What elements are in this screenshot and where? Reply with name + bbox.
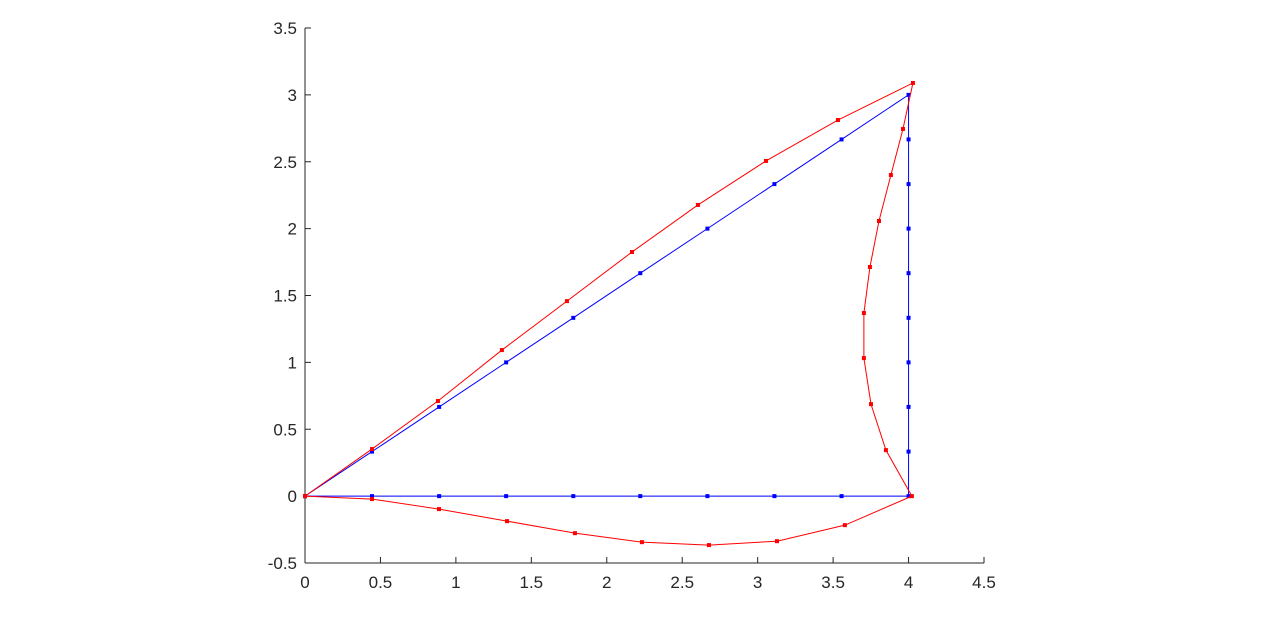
series-1-point: [639, 540, 644, 545]
series-0-point: [906, 494, 911, 499]
series-line-0: [304, 93, 910, 497]
series-0-point: [638, 271, 643, 276]
y-tick-label: 0.5: [273, 420, 297, 439]
axes: 0 0.5 1 1.5 2 2.5 3 3.5 4 4.5-0.500.511.522.533.5: [268, 19, 996, 592]
series-1-point: [499, 348, 504, 353]
series-0-point: [906, 315, 911, 320]
series-1-point: [369, 497, 374, 502]
y-tick-label: 1: [288, 353, 297, 372]
series-0-point: [705, 494, 710, 499]
x-tick-label: 3.5: [821, 573, 845, 592]
x-tick-label: 2.5: [670, 573, 694, 592]
x-tick-label: 0: [300, 573, 309, 592]
x-tick-label: 0.5: [369, 573, 393, 592]
series-1-point: [564, 299, 569, 304]
series-1-point: [505, 519, 510, 524]
series-1-point: [910, 80, 915, 85]
y-tick-label: 1.5: [273, 287, 297, 306]
series-1-point: [876, 219, 881, 224]
x-tick-label: 3: [753, 573, 762, 592]
series-1-point: [861, 356, 866, 361]
series-0-point: [906, 182, 911, 187]
series-0-point: [772, 182, 777, 187]
series-0-point: [369, 494, 374, 499]
y-tick-label: 3: [288, 86, 297, 105]
series-0-point: [906, 137, 911, 142]
series-1-point: [303, 494, 307, 499]
series-1-point: [883, 448, 888, 453]
series-0-point: [437, 404, 442, 409]
series-0-point: [906, 404, 911, 409]
series-1-point: [861, 311, 866, 316]
series-1-point: [435, 399, 440, 404]
x-tick-label: 1: [451, 573, 460, 592]
series-0-point: [571, 494, 576, 499]
series-line-1: [304, 82, 914, 546]
series-1-point: [774, 539, 779, 544]
y-tick-label: -0.5: [268, 554, 297, 573]
y-tick-label: 2.5: [273, 153, 297, 172]
x-tick-label: 2: [602, 573, 611, 592]
series-1-point: [706, 543, 711, 548]
series-1-point: [572, 531, 577, 536]
series-1-point: [695, 202, 700, 207]
series-1-point: [900, 126, 905, 131]
series-1-point: [369, 447, 374, 452]
series-0-point: [571, 315, 576, 320]
x-tick-label: 4: [904, 573, 913, 592]
x-tick-label: 1.5: [520, 573, 544, 592]
series-0-point: [369, 449, 374, 454]
y-tick-label: 3.5: [273, 19, 297, 38]
series-0-point: [772, 494, 777, 499]
plot-area: [303, 80, 915, 548]
series-1-point: [835, 118, 840, 123]
series-0-point: [906, 271, 911, 276]
series-0-point: [437, 494, 442, 499]
series-0-point: [906, 92, 911, 97]
series-0-point: [504, 360, 509, 365]
series-1-point: [867, 265, 872, 270]
x-tick-label: 4.5: [972, 573, 996, 592]
series-1-point: [842, 523, 847, 528]
y-tick-label: 2: [288, 220, 297, 239]
series-0-point: [839, 137, 844, 142]
series-1-point: [888, 172, 893, 177]
series-0-point: [906, 226, 911, 231]
series-1-point: [868, 402, 873, 407]
series-1-point: [436, 507, 441, 512]
series-0-point: [906, 449, 911, 454]
y-tick-label: 0: [288, 487, 297, 506]
series-1-point: [909, 494, 914, 499]
series-0-point: [906, 360, 911, 365]
series-1-point: [763, 158, 768, 163]
series-0-point: [504, 494, 509, 499]
series-0-point: [638, 494, 643, 499]
series-0-point: [705, 226, 710, 231]
series-1-point: [629, 250, 634, 255]
series-0-point: [839, 494, 844, 499]
